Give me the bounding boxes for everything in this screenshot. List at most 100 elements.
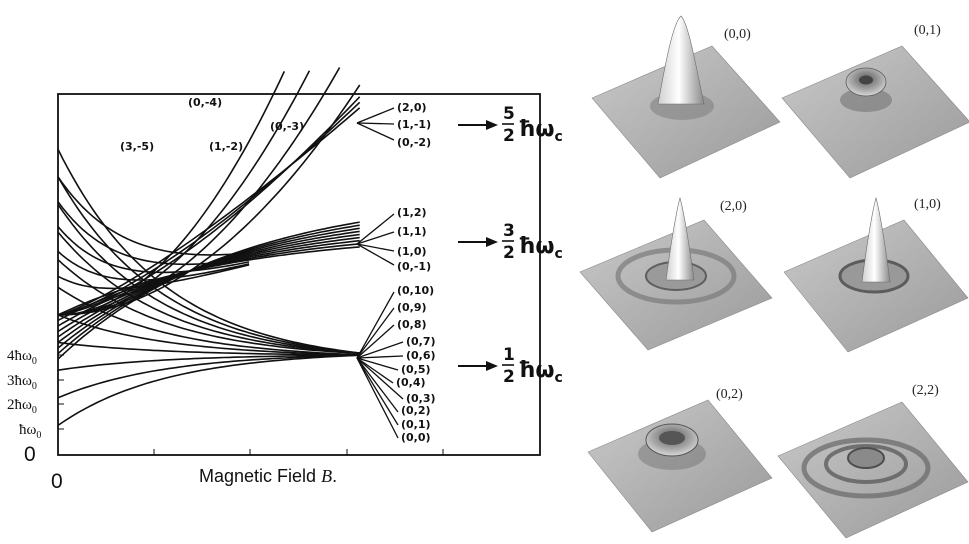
energy-curve: [57, 314, 360, 356]
panel-label: (2,2): [912, 383, 939, 398]
surface-panel: (0,0): [591, 15, 781, 179]
state-label: (0,8): [397, 318, 427, 331]
fraction-numerator: 1: [503, 345, 515, 365]
panel-label: (0,2): [716, 387, 743, 402]
energy-curve: [57, 201, 250, 266]
fraction-numerator: 3: [503, 221, 515, 241]
level-label-3-2: 3 2 ħωc: [502, 221, 563, 263]
energy-curve: [57, 354, 360, 427]
panel-label: (1,0): [914, 197, 941, 212]
surface-peak: [665, 196, 695, 281]
panel-label: (0,1): [914, 23, 941, 38]
surface-peak: [657, 15, 705, 105]
y-tick-label: 2ħω0: [7, 397, 37, 416]
state-label: (0,10): [397, 284, 434, 297]
state-label: (2,0): [397, 101, 427, 114]
y-tick-label: 3ħω0: [7, 373, 37, 392]
fraction-denominator: 2: [503, 367, 515, 387]
energy-curve-(1,-2): [57, 70, 311, 316]
energy-curve-(0,-3): [57, 71, 286, 316]
plot-frame: [57, 93, 541, 456]
energy-chart: 4ħω0 3ħω0 2ħω0 ħω0 0 0 Magnetic Field B.…: [7, 67, 563, 493]
state-label: (0,7): [406, 335, 436, 348]
y-tick-label: ħω0: [19, 422, 41, 441]
panel-label: (0,0): [724, 27, 751, 42]
state-label: (1,2): [397, 206, 427, 219]
energy-curve: [57, 226, 250, 274]
level-label-5-2: 5 2 ħωc: [502, 104, 563, 146]
branch-line: [356, 324, 395, 359]
surface-panel: (0,1): [781, 23, 969, 179]
branch-line: [356, 122, 395, 125]
surface-middle-ring: [824, 444, 908, 484]
y-tick-labels: 4ħω0 3ħω0 2ħω0 ħω0: [7, 348, 41, 441]
branch-line: [356, 107, 395, 124]
level-unit: ħωc: [518, 117, 563, 145]
panel-label: (2,0): [720, 199, 747, 214]
state-label: (0,-1): [397, 260, 431, 273]
branch-line: [356, 122, 395, 141]
diverging-labels: (0,-4) (3,-5) (1,-2) (0,-3): [120, 96, 304, 153]
state-label: (0,0): [401, 431, 431, 444]
energy-curves: [57, 67, 361, 427]
x-axis-label: Magnetic Field B.: [199, 466, 337, 486]
branch-line: [356, 341, 404, 359]
branch-line: [356, 357, 394, 384]
energy-curve: [57, 341, 360, 356]
surface-panel: (0,2): [587, 387, 773, 533]
state-label: (0,5): [401, 363, 431, 376]
state-label: (1,1): [397, 225, 427, 238]
state-label: (1,-1): [397, 118, 431, 131]
curve-label: (0,-4): [188, 96, 222, 109]
branch-line: [356, 355, 404, 359]
state-label: (0,2): [401, 404, 431, 417]
level-unit: ħωc: [518, 234, 563, 262]
state-label: (0,9): [397, 301, 427, 314]
branch-line: [356, 213, 395, 245]
fraction-denominator: 2: [503, 243, 515, 263]
branch-line: [356, 243, 395, 252]
energy-curve: [57, 176, 250, 256]
energy-curve: [57, 148, 360, 354]
level-unit: ħωc: [518, 358, 563, 386]
state-label: (1,0): [397, 245, 427, 258]
energy-curve: [57, 101, 361, 316]
surface-panels: (0,0) (0,1) (2,0) (1,0): [579, 15, 969, 539]
curve-label: (3,-5): [120, 140, 154, 153]
energy-curve: [57, 231, 360, 355]
x-axis-ticks: [153, 449, 444, 455]
state-label: (0,3): [406, 392, 436, 405]
surface-peak: [861, 196, 891, 283]
surface-inner-ring: [847, 447, 885, 469]
fraction-numerator: 5: [503, 104, 515, 124]
level-label-1-2: 1 2 ħωc: [502, 345, 563, 387]
surface-plate: [777, 401, 969, 539]
energy-curve-(3,-5): [58, 84, 361, 316]
surface-plate: [587, 399, 773, 533]
branch-line: [356, 243, 395, 266]
branch-line: [356, 357, 399, 426]
level-energy-labels: 5 2 ħωc 3 2 ħωc 1 2 ħωc: [502, 104, 563, 387]
energy-curve: [57, 250, 250, 281]
energy-curve-(0,-4): [57, 67, 341, 316]
y-tick-label: 4ħω0: [7, 348, 37, 367]
x-zero-label: 0: [51, 470, 63, 493]
state-label: (0,4): [396, 376, 426, 389]
curve-label: (0,-3): [270, 120, 304, 133]
surface-ring-shadow: [840, 88, 892, 112]
branch-line: [356, 357, 404, 400]
surface-outer-ring: [801, 437, 931, 499]
branch-line: [356, 357, 399, 371]
surface-ring-hole: [859, 75, 873, 85]
branch-line: [356, 231, 395, 245]
energy-curve: [57, 264, 250, 290]
branch-line: [356, 291, 395, 359]
surface-panel: (2,2): [777, 383, 969, 539]
energy-curve: [57, 354, 360, 399]
level-branches: [356, 107, 404, 439]
surface-ring-hole: [659, 431, 685, 445]
branch-line: [356, 307, 395, 359]
surface-panel: (2,0): [579, 196, 773, 351]
y-zero-label: 0: [24, 443, 36, 466]
